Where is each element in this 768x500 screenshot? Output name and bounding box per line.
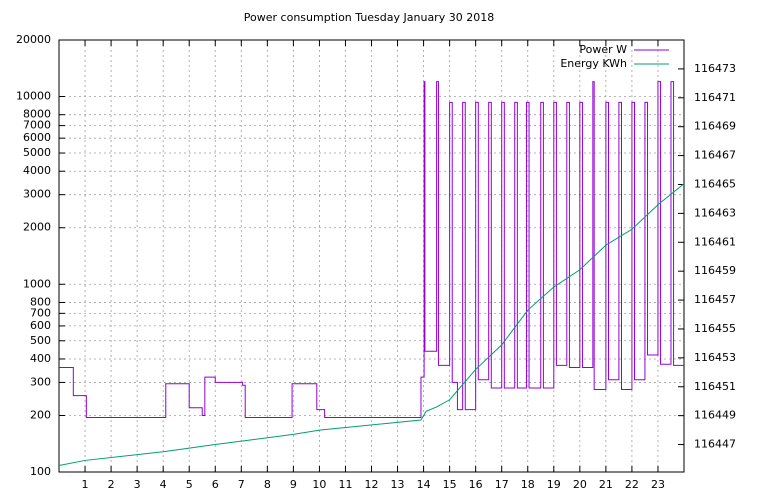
y2-tick-label: 116453 [694,351,736,364]
y-tick-label: 3000 [23,188,51,201]
y-tick-label: 6000 [23,131,51,144]
y-tick-label: 400 [30,352,51,365]
y2-tick-label: 116471 [694,91,736,104]
y2-tick-label: 116465 [694,177,736,190]
y2-tick-label: 116469 [694,120,736,133]
y-tick-label: 4000 [23,164,51,177]
y2-tick-label: 116449 [694,409,736,422]
y2-tick-label: 116461 [694,235,736,248]
y-tick-label: 10000 [16,90,51,103]
y2-tick-label: 116457 [694,293,736,306]
y2-tick-label: 116447 [694,438,736,451]
x-tick-label: 18 [521,478,535,491]
x-tick-label: 23 [651,478,665,491]
x-tick-label: 2 [108,478,115,491]
series-line [59,81,684,419]
y-tick-label: 2000 [23,221,51,234]
y-tick-label: 300 [30,375,51,388]
y-tick-label: 500 [30,334,51,347]
x-tick-label: 11 [338,478,352,491]
y-tick-label: 200 [30,408,51,421]
y-tick-label: 600 [30,319,51,332]
plot-border [58,39,685,473]
y2-tick-label: 116459 [694,264,736,277]
x-tick-label: 6 [212,478,219,491]
y-tick-label: 700 [30,306,51,319]
legend-label: Power W [579,43,627,56]
x-tick-label: 16 [469,478,483,491]
legend-label: Energy KWh [560,57,627,70]
chart-title: Power consumption Tuesday January 30 201… [244,11,494,24]
x-tick-label: 1 [82,478,89,491]
x-tick-label: 9 [290,478,297,491]
series-line [58,183,685,466]
y-tick-label: 5000 [23,146,51,159]
x-tick-label: 12 [365,478,379,491]
y-tick-label: 20000 [16,33,51,46]
y2-tick-label: 116455 [694,322,736,335]
y2-tick-label: 116463 [694,206,736,219]
x-tick-label: 21 [599,478,613,491]
x-tick-label: 7 [238,478,245,491]
x-tick-label: 5 [186,478,193,491]
x-tick-label: 10 [312,478,326,491]
x-tick-label: 13 [391,478,405,491]
y2-tick-label: 116451 [694,380,736,393]
y-tick-label: 800 [30,295,51,308]
y2-tick-label: 116467 [694,149,736,162]
y-tick-label: 1000 [23,277,51,290]
y-tick-label: 7000 [23,119,51,132]
y-tick-label: 8000 [23,108,51,121]
x-tick-label: 8 [264,478,271,491]
y2-tick-label: 116473 [694,62,736,75]
x-tick-label: 20 [573,478,587,491]
x-tick-label: 4 [160,478,167,491]
y-tick-label: 100 [30,465,51,478]
x-tick-label: 14 [417,478,431,491]
x-tick-label: 19 [547,478,561,491]
x-tick-label: 17 [495,478,509,491]
x-tick-label: 3 [134,478,141,491]
x-tick-label: 22 [625,478,639,491]
x-tick-label: 15 [443,478,457,491]
